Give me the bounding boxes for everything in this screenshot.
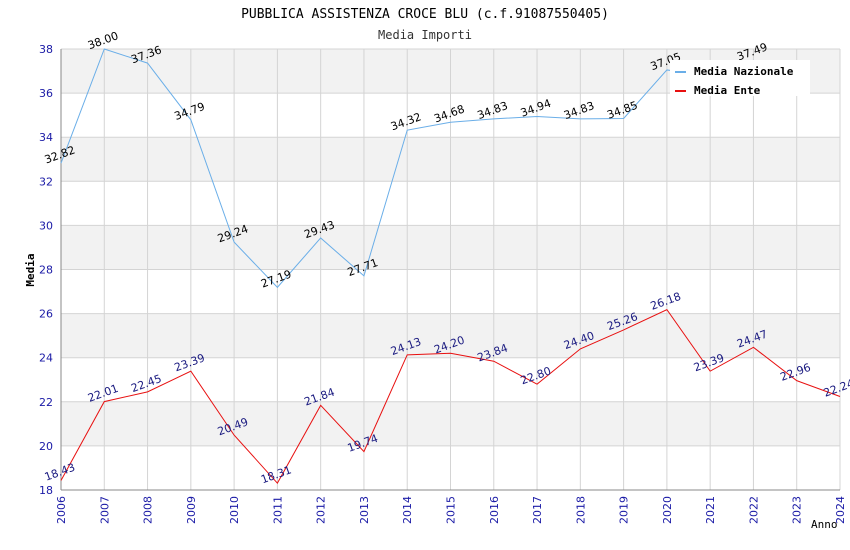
legend-label-nazionale: Media Nazionale (694, 65, 794, 78)
x-tick-label: 2014 (401, 496, 414, 524)
x-tick-label: 2017 (531, 496, 544, 524)
x-tick-label: 2006 (55, 496, 68, 524)
x-tick-label: 2012 (315, 496, 328, 524)
y-tick-label: 20 (39, 440, 53, 453)
x-tick-label: 2023 (791, 496, 804, 524)
x-tick-label: 2007 (98, 496, 111, 524)
x-tick-label: 2020 (661, 496, 674, 524)
y-tick-label: 32 (39, 175, 53, 188)
y-tick-label: 18 (39, 484, 53, 497)
legend-label-ente: Media Ente (694, 84, 761, 97)
chart-title: PUBBLICA ASSISTENZA CROCE BLU (c.f.91087… (241, 7, 609, 22)
x-tick-label: 2016 (488, 496, 501, 524)
y-tick-label: 38 (39, 43, 53, 56)
y-tick-label: 30 (39, 219, 53, 232)
data-label: 27.19 (259, 268, 293, 291)
x-tick-label: 2018 (574, 496, 587, 524)
x-tick-label: 2009 (185, 496, 198, 524)
legend: Media Nazionale Media Ente (670, 60, 810, 97)
data-label: 18.43 (43, 461, 77, 484)
y-tick-label: 34 (39, 131, 53, 144)
data-label: 26.18 (649, 290, 683, 313)
x-tick-label: 2019 (618, 496, 631, 524)
x-tick-label: 2015 (445, 496, 458, 524)
x-axis-label: Anno (811, 518, 838, 531)
y-tick-label: 24 (39, 352, 53, 365)
series-lines (60, 48, 841, 485)
y-tick-label: 22 (39, 396, 53, 409)
data-label: 22.24 (822, 377, 850, 400)
gridlines (60, 48, 841, 491)
chart-subtitle: Media Importi (378, 28, 472, 42)
series-line-ente (60, 309, 841, 485)
x-tick-labels: 2006 2007 2008 2009 2010 2011 2012 2013 2014 2015… (55, 496, 847, 524)
series-line-nazionale (60, 48, 754, 289)
x-tick-label: 2008 (142, 496, 155, 524)
data-label: 18.31 (259, 463, 293, 486)
x-tick-label: 2011 (271, 496, 284, 524)
x-tick-label: 2010 (228, 496, 241, 524)
y-tick-labels: 18 20 22 24 26 28 30 32 34 36 38 (39, 43, 53, 497)
legend-box (670, 60, 810, 96)
data-label: 34.79 (173, 100, 207, 123)
x-tick-label: 2021 (704, 496, 717, 524)
data-label: 22.96 (779, 361, 813, 384)
y-tick-label: 26 (39, 308, 53, 321)
y-tick-label: 36 (39, 87, 53, 100)
y-tick-label: 28 (39, 264, 53, 277)
x-tick-label: 2013 (358, 496, 371, 524)
axes (60, 49, 840, 491)
data-label: 34.32 (389, 110, 423, 133)
x-tick-label: 2022 (747, 496, 760, 524)
y-axis-label: Media (24, 253, 37, 286)
x-tick-label: 2024 (834, 496, 847, 524)
